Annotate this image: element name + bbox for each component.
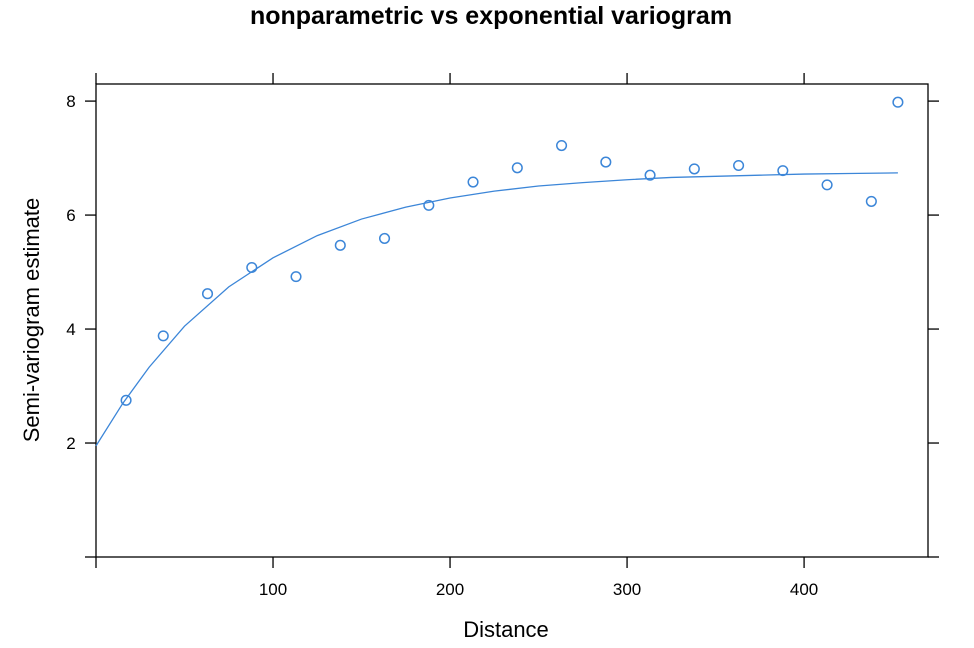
- data-point: [467, 176, 479, 188]
- data-point: [865, 195, 877, 207]
- data-point: [334, 239, 346, 251]
- x-tick-label: 200: [436, 580, 464, 599]
- data-point: [157, 330, 169, 342]
- y-tick-label: 8: [66, 92, 75, 111]
- data-point: [246, 261, 258, 274]
- chart-title: nonparametric vs exponential variogram: [250, 2, 732, 30]
- data-point: [556, 139, 568, 152]
- x-axis-label: Distance: [463, 617, 549, 642]
- data-point: [600, 156, 612, 168]
- data-point: [423, 199, 435, 211]
- exponential-model-curve: [95, 172, 898, 447]
- plot-frame: [95, 83, 929, 558]
- data-point: [511, 162, 523, 174]
- data-point: [733, 159, 745, 172]
- axis-ticks: [85, 73, 939, 568]
- data-point: [821, 179, 833, 191]
- y-axis-label: Semi-variogram estimate: [19, 198, 44, 443]
- data-point: [201, 288, 214, 300]
- data-point: [120, 394, 132, 406]
- y-tick-label: 6: [66, 206, 75, 225]
- x-tick-label: 100: [259, 580, 287, 599]
- x-tick-label: 400: [790, 580, 818, 599]
- tick-labels: 100 200 300 400 2 4 6 8: [66, 92, 818, 599]
- data-point: [378, 232, 391, 244]
- data-points: [120, 96, 904, 406]
- y-tick-label: 4: [66, 320, 75, 339]
- data-point: [644, 169, 656, 181]
- data-point: [290, 271, 302, 283]
- x-tick-label: 300: [613, 580, 641, 599]
- data-point: [892, 96, 904, 108]
- data-point: [688, 163, 700, 175]
- data-point: [777, 165, 789, 177]
- y-tick-label: 2: [66, 434, 75, 453]
